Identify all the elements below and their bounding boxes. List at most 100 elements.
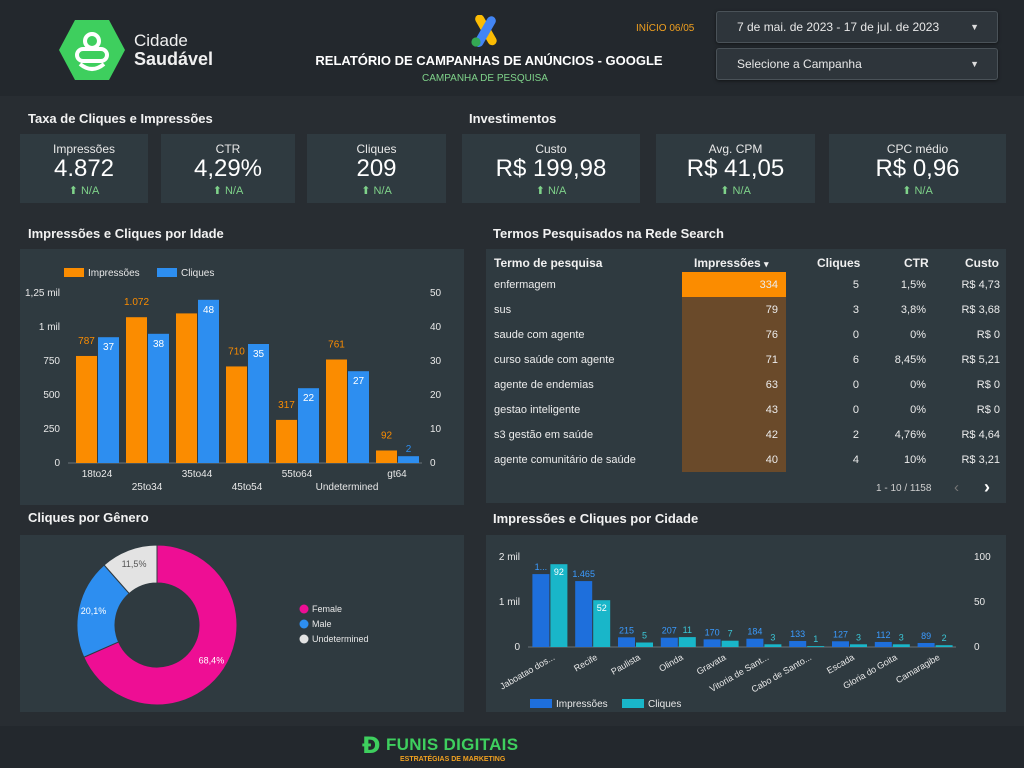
chevron-left-icon[interactable]: ‹ <box>954 479 959 496</box>
cell-ctr: 8,45% <box>894 354 926 366</box>
cell-impressions: 40 <box>765 454 778 466</box>
cell-cost: R$ 0 <box>976 379 1000 391</box>
data-label-cliques: 5 <box>642 631 647 641</box>
footer-logo: Ð FUNIS DIGITAIS ESTRATÉGIAS DE MARKETIN… <box>362 734 542 764</box>
cell-clicks: 2 <box>852 429 859 441</box>
cell-clicks: 0 <box>852 379 859 391</box>
bar-cliques <box>892 644 910 647</box>
data-label-impressoes: 127 <box>833 629 848 639</box>
table-row[interactable]: s3 gestão em saúde 42 2 4,76% R$ 4,64 <box>486 422 1006 447</box>
cell-impressions-bg <box>682 447 786 472</box>
cell-ctr: 3,8% <box>900 304 926 316</box>
kpi-label: CTR <box>215 142 241 156</box>
data-label-impressoes: 1.072 <box>124 297 149 308</box>
col-header-cost[interactable]: Custo <box>965 256 999 270</box>
y-right-tick-label: 10 <box>430 424 442 435</box>
table-row[interactable]: sus 79 3 3,8% R$ 3,68 <box>486 297 1006 322</box>
x-tick-label: Escada <box>825 652 856 676</box>
cell-ctr: 0% <box>910 329 926 341</box>
bar-cliques <box>98 337 119 463</box>
bar-cliques <box>678 637 696 647</box>
data-label-impressoes: 170 <box>705 627 720 637</box>
funis-logo-icon: Ð <box>362 734 381 759</box>
section-title-genero: Cliques por Gênero <box>28 510 149 525</box>
cell-cost: R$ 0 <box>976 329 1000 341</box>
footer-tagline: ESTRATÉGIAS DE MARKETING <box>400 756 506 763</box>
footer: Ð FUNIS DIGITAIS ESTRATÉGIAS DE MARKETIN… <box>0 726 1024 768</box>
date-range-value: 7 de mai. de 2023 - 17 de jul. de 2023 <box>737 20 940 34</box>
data-label-cliques: 37 <box>103 342 115 353</box>
table-row[interactable]: saude com agente 76 0 0% R$ 0 <box>486 322 1006 347</box>
data-label-cliques: 22 <box>303 393 315 404</box>
cell-cost: R$ 0 <box>976 404 1000 416</box>
campaign-select[interactable]: Selecione a Campanha ▼ <box>716 48 998 80</box>
pie-value-label: 20,1% <box>81 606 107 616</box>
kpi-value: R$ 41,05 <box>686 155 785 182</box>
table-row[interactable]: gestao inteligente 43 0 0% R$ 0 <box>486 397 1006 422</box>
data-label-impressoes: 112 <box>876 630 890 640</box>
legend-swatch-cliques <box>157 268 177 277</box>
legend-swatch-impressoes <box>530 699 552 708</box>
cell-impressions-bg <box>682 422 786 447</box>
table-row[interactable]: enfermagem 334 5 1,5% R$ 4,73 <box>486 272 1006 297</box>
data-label-impressoes: 207 <box>662 626 677 636</box>
table-row[interactable]: agente comunitário de saúde 40 4 10% R$ 3,21 <box>486 447 1006 472</box>
chevron-down-icon: ▼ <box>970 59 979 69</box>
data-label-impressoes: 184 <box>747 627 762 637</box>
arrow-up-icon: ⬆ <box>68 185 78 197</box>
data-label-impressoes: 89 <box>921 631 931 641</box>
data-label-cliques: 3 <box>856 632 861 642</box>
kpi-delta: N/A <box>373 185 392 197</box>
data-label-cliques: 3 <box>899 632 904 642</box>
cell-term: gestao inteligente <box>494 404 581 416</box>
data-label-cliques: 38 <box>153 339 165 350</box>
kpi-delta: N/A <box>914 185 933 197</box>
bar-cliques <box>298 388 319 463</box>
city-chart: 0 1 mil 2 mil 0 50 100 1... 92 Jaboatao dos... 1.… <box>498 552 991 710</box>
bar-impressoes <box>376 450 397 463</box>
kpi-label: Custo <box>535 142 567 156</box>
y-left-tick-label: 2 mil <box>499 552 520 563</box>
campaign-select-value: Selecione a Campanha <box>737 57 862 71</box>
col-header-clicks[interactable]: Cliques <box>817 256 861 270</box>
data-label-cliques: 3 <box>770 632 775 642</box>
x-tick-label: Olinda <box>657 652 685 674</box>
pagination-label: 1 - 10 / 1158 <box>876 483 932 494</box>
col-header-term[interactable]: Termo de pesquisa <box>494 256 603 270</box>
x-tick-label: Undetermined <box>316 482 379 493</box>
footer-brand: FUNIS DIGITAIS <box>386 735 519 754</box>
data-label-cliques: 2 <box>406 444 412 455</box>
cell-impressions: 63 <box>765 379 778 391</box>
legend-label: Undetermined <box>312 634 369 644</box>
age-chart-panel: Impressões Cliques 0 250 500 750 1 mil 1,25 mil… <box>20 249 464 505</box>
bar-cliques <box>764 644 782 647</box>
cell-cost: R$ 3,21 <box>961 454 1000 466</box>
cell-ctr: 1,5% <box>900 279 926 291</box>
kpi-delta: N/A <box>732 185 751 197</box>
cell-impressions: 71 <box>765 354 778 366</box>
x-tick-label: Camaragibe <box>894 652 941 685</box>
bar-cliques <box>550 564 568 647</box>
cell-clicks: 6 <box>852 354 859 366</box>
cell-impressions-bg <box>682 372 786 397</box>
table-row[interactable]: curso saúde com agente 71 6 8,45% R$ 5,21 <box>486 347 1006 372</box>
bar-impressoes <box>76 355 97 463</box>
data-label-cliques: 1 <box>813 634 818 644</box>
col-header-impressions[interactable]: Impressões ▾ <box>694 256 769 270</box>
col-header-ctr[interactable]: CTR <box>904 256 929 270</box>
table-row[interactable]: agente de endemias 63 0 0% R$ 0 <box>486 372 1006 397</box>
cell-impressions: 334 <box>759 279 778 291</box>
y-right-tick-label: 40 <box>430 322 442 333</box>
bar-impressoes <box>176 313 197 463</box>
y-right-tick-label: 30 <box>430 356 442 367</box>
cell-impressions: 76 <box>765 329 778 341</box>
y-left-tick-label: 250 <box>43 424 60 435</box>
date-range-picker[interactable]: 7 de mai. de 2023 - 17 de jul. de 2023 ▼ <box>716 11 998 43</box>
pie-value-label: 68,4% <box>199 656 225 666</box>
cell-ctr: 0% <box>910 379 926 391</box>
bar-impressoes <box>660 637 678 647</box>
data-label-impressoes: 133 <box>790 629 805 639</box>
chevron-right-icon[interactable]: › <box>984 477 990 497</box>
x-tick-label: 18to24 <box>82 469 113 480</box>
bar-cliques <box>636 642 653 647</box>
